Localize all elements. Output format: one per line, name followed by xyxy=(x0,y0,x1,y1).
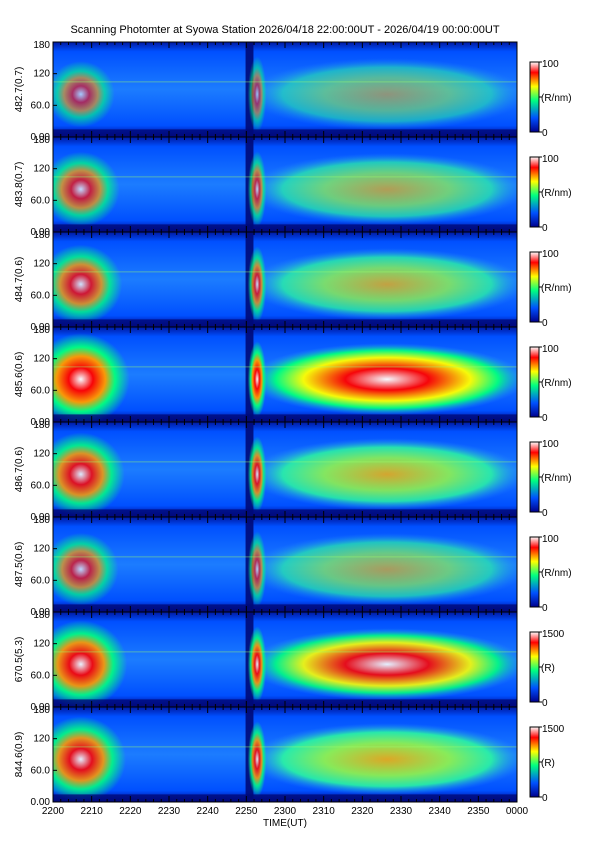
y-tick-label: 120 xyxy=(33,259,50,270)
y-tick-label: 180 xyxy=(33,230,50,241)
colorbar-unit: (R/nm) xyxy=(541,283,572,294)
y-tick-label: 120 xyxy=(33,544,50,555)
chart-title: Scanning Photomter at Syowa Station 2026… xyxy=(70,24,500,36)
colorbar-max: 1500 xyxy=(542,724,565,735)
x-tick-label: 2250 xyxy=(235,806,258,817)
y-tick-label: 60.0 xyxy=(31,575,51,586)
y-tick-label: 0.00 xyxy=(31,322,51,333)
colorbar-min: 0 xyxy=(542,793,548,804)
colorbar xyxy=(529,631,540,703)
colorbar-min: 0 xyxy=(542,698,548,709)
x-axis-label: TIME(UT) xyxy=(263,818,307,829)
heatmap-panel: 0.00 60.0 120 180 484.7(0.6) 100 (R/nm) 0 xyxy=(14,230,572,333)
y-tick-label: 0.00 xyxy=(31,132,51,143)
heatmap-panel: 0.00 60.0 120 180 486.7(0.6) 100 (R/nm) 0 xyxy=(14,420,572,523)
colorbar xyxy=(529,726,540,798)
y-tick-label: 180 xyxy=(33,420,50,431)
y-tick-label: 0.00 xyxy=(31,797,51,808)
y-tick-label: 0.00 xyxy=(31,417,51,428)
y-tick-label: 180 xyxy=(33,40,50,51)
y-tick-label: 180 xyxy=(33,135,50,146)
colorbar-max: 100 xyxy=(542,154,559,165)
colorbar-unit: (R/nm) xyxy=(541,378,572,389)
heatmap-panel: 0.00 60.0 120 180 487.5(0.6) 100 (R/nm) 0 xyxy=(14,515,572,618)
y-tick-label: 60.0 xyxy=(31,385,51,396)
x-tick-label: 0000 xyxy=(506,806,529,817)
y-tick-label: 60.0 xyxy=(31,100,51,111)
colorbar-unit: (R/nm) xyxy=(541,473,572,484)
colorbar-min: 0 xyxy=(542,223,548,234)
x-tick-label: 2350 xyxy=(467,806,490,817)
colorbar-unit: (R/nm) xyxy=(541,93,572,104)
panel-label: 670.5(5.3) xyxy=(14,637,25,683)
y-tick-label: 120 xyxy=(33,354,50,365)
colorbar-max: 100 xyxy=(542,344,559,355)
panel-label: 485.6(0.6) xyxy=(14,352,25,398)
y-tick-label: 0.00 xyxy=(31,702,51,713)
colorbar-unit: (R) xyxy=(541,663,555,674)
panel-label: 483.8(0.7) xyxy=(14,162,25,208)
colorbar-min: 0 xyxy=(542,318,548,329)
colorbar xyxy=(529,441,540,513)
y-tick-label: 120 xyxy=(33,734,50,745)
x-tick-label: 2310 xyxy=(313,806,336,817)
colorbar-max: 100 xyxy=(542,439,559,450)
x-tick-label: 2340 xyxy=(429,806,452,817)
colorbar xyxy=(529,61,540,133)
x-tick-label: 2210 xyxy=(81,806,104,817)
y-tick-label: 180 xyxy=(33,325,50,336)
y-tick-label: 0.00 xyxy=(31,227,51,238)
y-tick-label: 60.0 xyxy=(31,670,51,681)
y-tick-label: 60.0 xyxy=(31,765,51,776)
y-tick-label: 120 xyxy=(33,639,50,650)
x-tick-label: 2240 xyxy=(197,806,220,817)
colorbar-min: 0 xyxy=(542,508,548,519)
y-tick-label: 120 xyxy=(33,449,50,460)
colorbar xyxy=(529,346,540,418)
y-tick-label: 180 xyxy=(33,610,50,621)
panel-label: 482.7(0.7) xyxy=(14,67,25,113)
x-tick-label: 2200 xyxy=(42,806,65,817)
heatmap-panel: 0.00 60.0 120 180 482.7(0.7) 100 (R/nm) 0 xyxy=(14,40,572,143)
colorbar-max: 100 xyxy=(542,249,559,260)
colorbar-max: 1500 xyxy=(542,629,565,640)
y-tick-label: 180 xyxy=(33,515,50,526)
colorbar-max: 100 xyxy=(542,59,559,70)
y-tick-label: 180 xyxy=(33,705,50,716)
panel-label: 487.5(0.6) xyxy=(14,542,25,588)
y-tick-label: 0.00 xyxy=(31,512,51,523)
y-tick-label: 60.0 xyxy=(31,290,51,301)
colorbar-unit: (R/nm) xyxy=(541,188,572,199)
colorbar xyxy=(529,536,540,608)
x-tick-label: 2320 xyxy=(351,806,374,817)
heatmap-panel: 0.00 60.0 120 180 485.6(0.6) 100 (R/nm) 0 xyxy=(14,325,572,428)
heatmap-panel: 0.00 60.0 120 180 483.8(0.7) 100 (R/nm) 0 xyxy=(14,135,572,238)
y-tick-label: 120 xyxy=(33,69,50,80)
panel-label: 844.6(0.9) xyxy=(14,732,25,778)
colorbar xyxy=(529,251,540,323)
x-tick-label: 2230 xyxy=(158,806,181,817)
colorbar-min: 0 xyxy=(542,128,548,139)
y-tick-label: 60.0 xyxy=(31,195,51,206)
heatmap-panel: 0.00 60.0 120 180 670.5(5.3) 1500 (R) 0 xyxy=(14,610,565,713)
colorbar xyxy=(529,156,540,228)
x-tick-label: 2330 xyxy=(390,806,413,817)
y-tick-label: 120 xyxy=(33,164,50,175)
x-tick-label: 2220 xyxy=(119,806,142,817)
heatmap-panel: 0.00 60.0 120 180 844.6(0.9) 1500 (R) 0 xyxy=(14,705,565,808)
panel-label: 484.7(0.6) xyxy=(14,257,25,303)
panel-label: 486.7(0.6) xyxy=(14,447,25,493)
colorbar-min: 0 xyxy=(542,603,548,614)
colorbar-unit: (R) xyxy=(541,758,555,769)
y-tick-label: 60.0 xyxy=(31,480,51,491)
colorbar-unit: (R/nm) xyxy=(541,568,572,579)
colorbar-max: 100 xyxy=(542,534,559,545)
colorbar-min: 0 xyxy=(542,413,548,424)
y-tick-label: 0.00 xyxy=(31,607,51,618)
x-tick-label: 2300 xyxy=(274,806,297,817)
